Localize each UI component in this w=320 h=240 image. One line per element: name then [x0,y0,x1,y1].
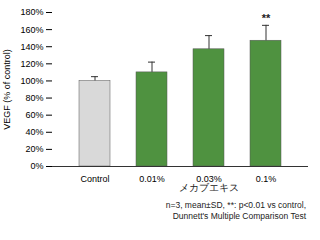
svg-text:60%: 60% [25,110,43,120]
svg-text:160%: 160% [20,24,43,34]
html-text:Dunnett's Multiple Comparison: Dunnett's Multiple Comparison Test [172,211,306,221]
svg-text:40%: 40% [25,127,43,137]
svg-text:0%: 0% [30,161,43,171]
svg-text:120%: 120% [20,59,43,69]
svg-text:80%: 80% [25,93,43,103]
svg-text:Control: Control [80,174,109,184]
svg-text:140%: 140% [20,42,43,52]
svg-text:180%: 180% [20,7,43,17]
svg-text:0.1%: 0.1% [256,174,277,184]
svg-text:0.01%: 0.01% [139,174,165,184]
svg-text:**: ** [262,12,271,24]
svg-text:メカブエキス: メカブエキス [179,182,239,193]
svg-text:0.03%: 0.03% [196,173,222,184]
svg-text:20%: 20% [25,144,43,154]
html-text:n=3, mean±SD, **: p<0.01 vs co: n=3, mean±SD, **: p<0.01 vs control, [165,200,306,210]
svg-text:VEGF (% of control): VEGF (% of control) [2,49,12,130]
svg-text:100%: 100% [20,76,43,86]
